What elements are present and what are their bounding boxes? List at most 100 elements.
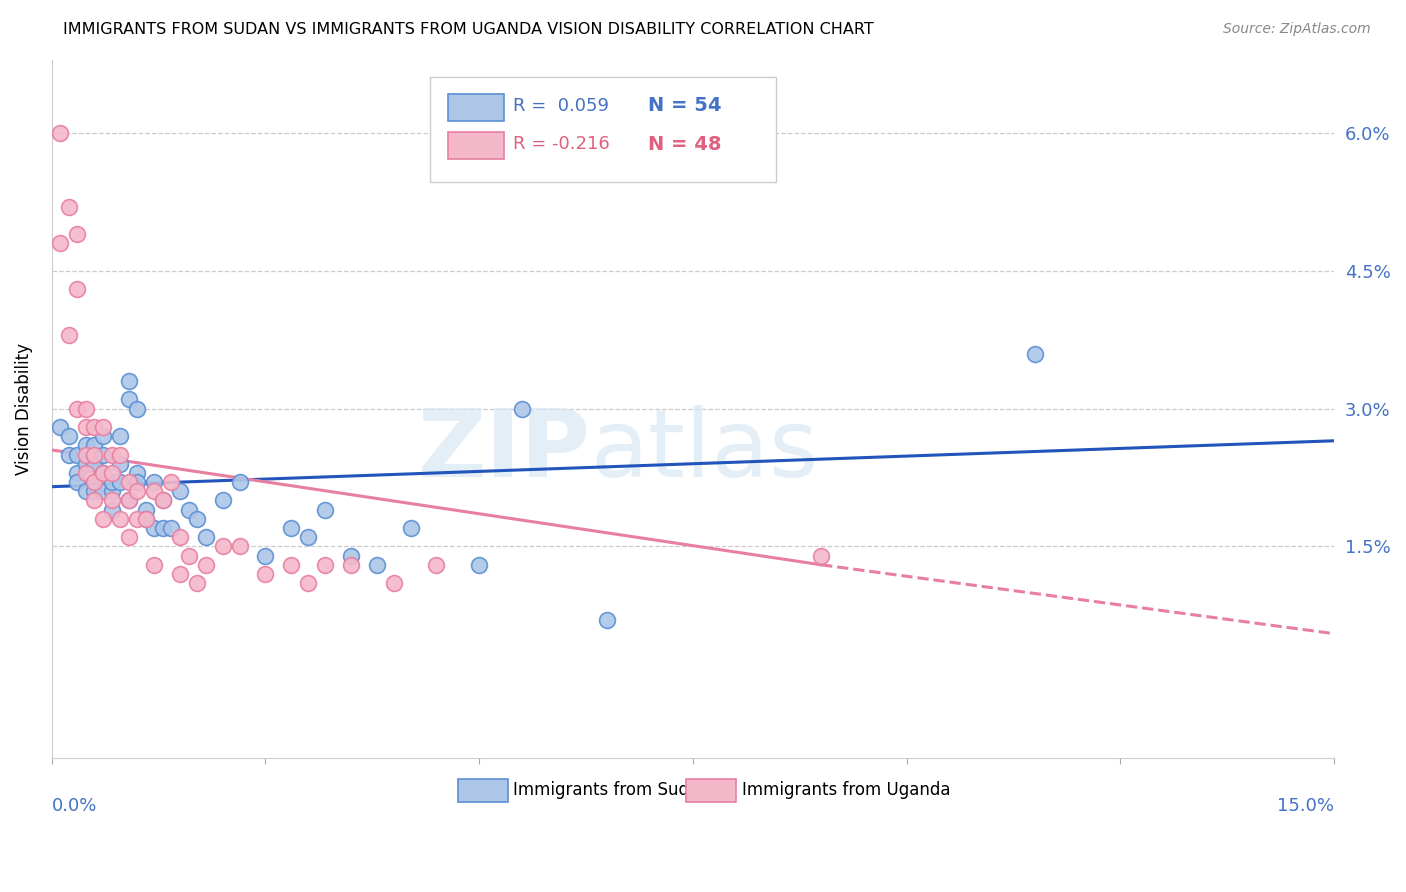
Point <box>100 493 122 508</box>
Point <box>118 530 141 544</box>
Point <box>194 530 217 544</box>
Y-axis label: Vision Disability: Vision Disability <box>15 343 32 475</box>
Point <box>169 484 191 499</box>
Point <box>143 484 166 499</box>
Point <box>91 512 114 526</box>
Point <box>75 401 97 416</box>
Point <box>143 475 166 489</box>
Point <box>1024 346 1046 360</box>
Point <box>118 493 141 508</box>
Text: ZIP: ZIP <box>418 404 591 497</box>
Point <box>91 420 114 434</box>
Point <box>49 126 72 140</box>
Point <box>127 512 149 526</box>
Point <box>118 392 141 407</box>
FancyBboxPatch shape <box>449 132 505 160</box>
Text: Immigrants from Sudan: Immigrants from Sudan <box>513 781 710 799</box>
Point <box>83 475 105 489</box>
Point <box>66 466 89 480</box>
Point <box>108 457 131 471</box>
Point <box>152 493 174 508</box>
Point <box>399 521 422 535</box>
Point <box>108 512 131 526</box>
FancyBboxPatch shape <box>449 94 505 121</box>
Point <box>177 502 200 516</box>
Point <box>91 429 114 443</box>
Point <box>58 200 80 214</box>
Point <box>229 475 252 489</box>
FancyBboxPatch shape <box>430 77 776 182</box>
Point <box>186 576 208 591</box>
Point <box>127 466 149 480</box>
Point <box>83 493 105 508</box>
Point <box>83 420 105 434</box>
Text: 15.0%: 15.0% <box>1277 797 1334 814</box>
Point <box>297 530 319 544</box>
Point <box>108 429 131 443</box>
Point <box>160 521 183 535</box>
Text: Source: ZipAtlas.com: Source: ZipAtlas.com <box>1223 22 1371 37</box>
Point <box>229 540 252 554</box>
Point <box>100 466 122 480</box>
Point <box>468 558 491 572</box>
Point <box>152 521 174 535</box>
Point <box>810 549 832 563</box>
Point <box>100 484 122 499</box>
Point <box>127 401 149 416</box>
Point <box>75 448 97 462</box>
Point <box>100 475 122 489</box>
Point <box>66 401 89 416</box>
Point <box>108 475 131 489</box>
Point <box>91 484 114 499</box>
Point <box>91 466 114 480</box>
Point <box>58 429 80 443</box>
Point <box>75 484 97 499</box>
Point <box>169 530 191 544</box>
Point <box>314 558 336 572</box>
Point <box>254 566 277 581</box>
Point <box>254 549 277 563</box>
Point <box>91 466 114 480</box>
Point <box>118 475 141 489</box>
Point <box>91 448 114 462</box>
Text: Immigrants from Uganda: Immigrants from Uganda <box>741 781 950 799</box>
Point <box>152 493 174 508</box>
Point <box>66 227 89 241</box>
Text: 0.0%: 0.0% <box>52 797 97 814</box>
Text: atlas: atlas <box>591 404 818 497</box>
Point <box>118 493 141 508</box>
Point <box>49 420 72 434</box>
Point <box>75 420 97 434</box>
FancyBboxPatch shape <box>686 780 737 802</box>
Text: R =  0.059: R = 0.059 <box>513 96 609 115</box>
Point <box>100 502 122 516</box>
Point <box>177 549 200 563</box>
Text: IMMIGRANTS FROM SUDAN VS IMMIGRANTS FROM UGANDA VISION DISABILITY CORRELATION CH: IMMIGRANTS FROM SUDAN VS IMMIGRANTS FROM… <box>63 22 875 37</box>
Point <box>66 448 89 462</box>
Point <box>194 558 217 572</box>
Point <box>100 448 122 462</box>
Point <box>75 457 97 471</box>
Point <box>596 613 619 627</box>
Point <box>211 540 233 554</box>
Point <box>66 475 89 489</box>
Point <box>135 502 157 516</box>
Point <box>280 521 302 535</box>
Point <box>83 484 105 499</box>
Point <box>314 502 336 516</box>
Point <box>83 457 105 471</box>
Text: N = 54: N = 54 <box>648 96 721 115</box>
Point <box>58 448 80 462</box>
Point <box>135 512 157 526</box>
Point <box>382 576 405 591</box>
Point <box>75 466 97 480</box>
Point <box>425 558 447 572</box>
Point <box>83 457 105 471</box>
Point <box>118 374 141 388</box>
Point <box>340 558 363 572</box>
Point <box>169 566 191 581</box>
Point <box>108 448 131 462</box>
Point <box>211 493 233 508</box>
Point <box>160 475 183 489</box>
FancyBboxPatch shape <box>458 780 508 802</box>
